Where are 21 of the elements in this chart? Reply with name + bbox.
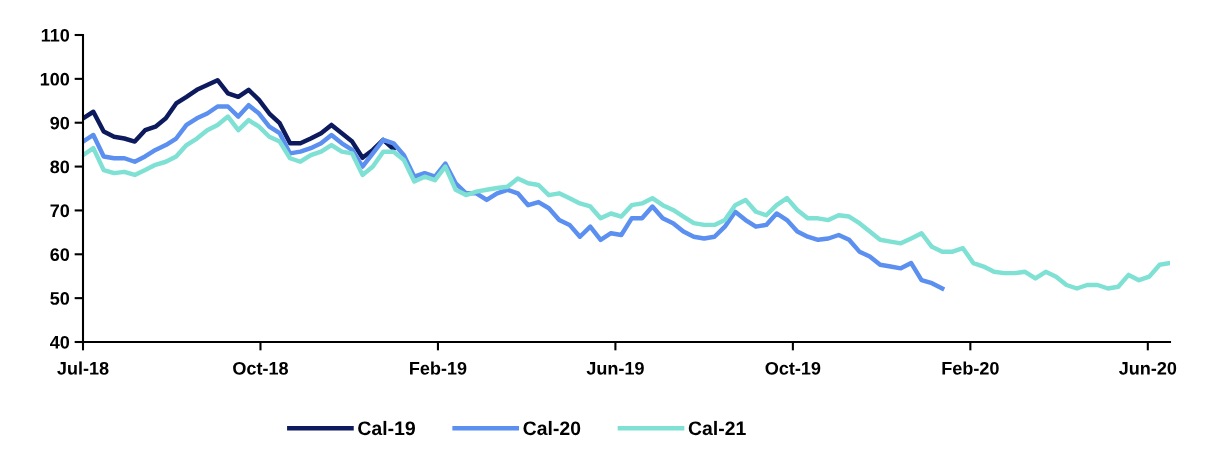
x-tick-label: Jun-20	[1119, 361, 1177, 375]
line-series	[83, 77, 396, 161]
legend-label: Cal-19	[358, 420, 415, 436]
y-tick-label: 90	[50, 116, 70, 130]
y-tick-label: 100	[40, 72, 70, 86]
line-series	[83, 114, 1170, 291]
y-tick-label: 50	[50, 292, 70, 305]
y-tick-label: 60	[50, 248, 70, 262]
legend-label: Cal-20	[523, 420, 581, 436]
x-tick-label: Jul-18	[57, 361, 109, 375]
line-series	[83, 102, 945, 291]
x-tick-label: Feb-19	[410, 361, 467, 375]
y-tick-label: 70	[50, 204, 70, 218]
legend-label: Cal-21	[688, 420, 746, 436]
x-tick-label: Oct-19	[765, 361, 821, 375]
y-tick-label: 40	[50, 335, 70, 349]
y-tick-label: 80	[50, 160, 70, 174]
x-tick-label: Jun-19	[586, 361, 644, 375]
y-tick-label: 110	[41, 28, 70, 42]
x-tick-label: Feb-20	[942, 361, 999, 375]
x-tick-label: Oct-18	[233, 361, 289, 375]
